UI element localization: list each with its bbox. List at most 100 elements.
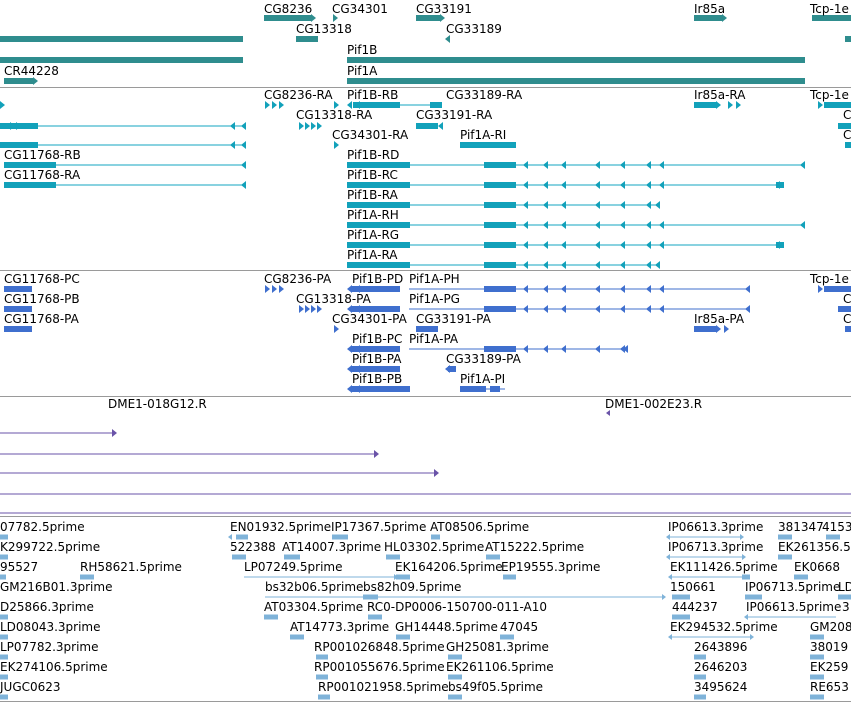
exon-box[interactable] — [484, 162, 516, 168]
est-glyph[interactable] — [810, 674, 824, 680]
est-glyph[interactable] — [742, 574, 750, 580]
est-glyph[interactable] — [694, 654, 706, 660]
transcript-label[interactable]: Pif1A-RI — [460, 128, 507, 142]
strand-arrow[interactable] — [659, 181, 664, 189]
est-label[interactable]: 3 — [842, 600, 850, 614]
strand-arrow[interactable] — [595, 285, 600, 293]
est-glyph[interactable] — [778, 554, 792, 560]
exon-box[interactable] — [416, 123, 438, 129]
est-label[interactable]: GM216B01.3prime — [0, 580, 113, 594]
cdna-label[interactable]: CG11768-PC — [4, 272, 80, 286]
strand-arrow[interactable] — [745, 285, 750, 293]
bac-end-label[interactable]: DME1-002E23.R — [605, 397, 703, 411]
strand-arrow[interactable] — [0, 101, 5, 109]
transcript-label[interactable]: C — [843, 108, 851, 122]
strand-arrow[interactable] — [347, 385, 352, 393]
est-glyph[interactable] — [486, 554, 500, 560]
est-label[interactable]: 3495624 — [694, 680, 748, 694]
est-glyph[interactable] — [318, 694, 330, 700]
strand-arrow[interactable] — [523, 305, 528, 313]
cdna-label[interactable]: CG11768-PB — [4, 292, 80, 306]
strand-arrow[interactable] — [620, 241, 625, 249]
strand-arrow[interactable] — [523, 161, 528, 169]
transcript-label[interactable]: Pif1B-RD — [347, 148, 400, 162]
est-glyph[interactable] — [448, 674, 462, 680]
est-label[interactable]: 07782.5prime — [0, 520, 85, 534]
est-glyph[interactable] — [396, 574, 410, 580]
exon-box[interactable] — [484, 262, 516, 268]
gene-label[interactable]: Tcp-1e — [810, 2, 849, 16]
strand-arrow[interactable] — [595, 181, 600, 189]
strand-arrow[interactable] — [659, 241, 664, 249]
est-label[interactable]: AT14007.3prime — [282, 540, 382, 554]
strand-arrow[interactable] — [818, 285, 823, 293]
strand-arrow[interactable] — [620, 285, 625, 293]
est-glyph[interactable] — [694, 694, 706, 700]
est-label[interactable]: LD08043.3prime — [0, 620, 101, 634]
strand-arrow[interactable] — [620, 181, 625, 189]
strand-arrow[interactable] — [668, 634, 672, 640]
strand-arrow[interactable] — [543, 345, 548, 353]
est-glyph[interactable] — [0, 574, 6, 580]
est-label[interactable]: RP001055676.5prime — [314, 660, 445, 674]
est-glyph[interactable] — [672, 614, 690, 620]
cdna-glyph[interactable] — [490, 386, 500, 392]
strand-arrow[interactable] — [434, 469, 439, 477]
est-label[interactable]: RC0-DP0006-150700-011-A10 — [367, 600, 548, 614]
est-glyph[interactable] — [396, 634, 410, 640]
cdna-label[interactable]: CG34301-PA — [332, 312, 407, 326]
strand-arrow[interactable] — [646, 201, 651, 209]
est-glyph[interactable] — [0, 674, 8, 680]
strand-arrow[interactable] — [646, 305, 651, 313]
strand-arrow[interactable] — [775, 241, 780, 249]
est-glyph[interactable] — [284, 554, 300, 560]
cdna-glyph[interactable] — [352, 386, 410, 392]
strand-arrow[interactable] — [655, 201, 660, 209]
strand-arrow[interactable] — [279, 101, 284, 109]
est-label[interactable]: IP17367.5prime — [331, 520, 427, 534]
strand-arrow[interactable] — [595, 221, 600, 229]
est-glyph[interactable] — [694, 674, 706, 680]
strand-arrow[interactable] — [800, 221, 805, 229]
est-glyph[interactable] — [448, 694, 462, 700]
est-label[interactable]: EN01932.5prime — [230, 520, 332, 534]
cdna-glyph[interactable] — [845, 326, 851, 332]
strand-arrow[interactable] — [646, 285, 651, 293]
cdna-glyph[interactable] — [460, 386, 486, 392]
cdna-label[interactable]: Pif1B-PD — [352, 272, 404, 286]
est-glyph[interactable] — [0, 654, 8, 660]
est-glyph[interactable] — [386, 554, 400, 560]
gene-label[interactable]: CR44228 — [4, 64, 59, 78]
gene-label[interactable]: Pif1A — [347, 64, 378, 78]
strand-arrow[interactable] — [523, 345, 528, 353]
est-glyph[interactable] — [232, 554, 246, 560]
est-glyph[interactable] — [316, 674, 328, 680]
cdna-glyph[interactable] — [484, 286, 516, 292]
cdna-label[interactable]: Tcp-1e — [810, 272, 849, 286]
est-glyph[interactable] — [500, 634, 514, 640]
est-glyph[interactable] — [0, 634, 8, 640]
strand-arrow[interactable] — [543, 161, 548, 169]
strand-arrow[interactable] — [543, 285, 548, 293]
est-glyph[interactable] — [810, 654, 824, 660]
transcript-label[interactable]: Pif1B-RC — [347, 168, 398, 182]
transcript-label[interactable]: Pif1A-RG — [347, 228, 400, 242]
strand-arrow[interactable] — [659, 161, 664, 169]
est-label[interactable]: 381347 — [778, 520, 824, 534]
est-label[interactable]: GH25081.3prime — [446, 640, 549, 654]
strand-arrow[interactable] — [662, 594, 666, 600]
cdna-label[interactable]: CG11768-PA — [4, 312, 79, 326]
strand-arrow[interactable] — [299, 305, 304, 313]
strand-arrow[interactable] — [241, 161, 246, 169]
strand-arrow[interactable] — [646, 261, 651, 269]
cdna-glyph[interactable] — [448, 366, 456, 372]
strand-arrow[interactable] — [659, 285, 664, 293]
est-label[interactable]: EK111426.5prime — [670, 560, 778, 574]
est-label[interactable]: IP06713.3prime — [668, 540, 764, 554]
transcript-label[interactable]: Pif1A-RH — [347, 208, 399, 222]
strand-arrow[interactable] — [230, 122, 235, 130]
strand-arrow[interactable] — [299, 122, 304, 130]
strand-arrow[interactable] — [716, 101, 721, 109]
gene-label[interactable]: CG33189 — [446, 22, 502, 36]
strand-arrow[interactable] — [523, 241, 528, 249]
